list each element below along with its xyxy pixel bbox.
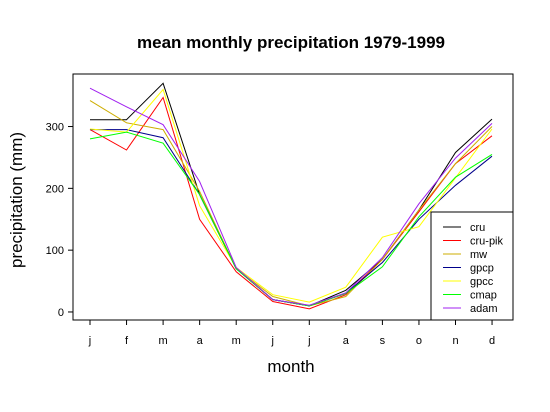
y-tick-label: 100 — [46, 245, 64, 257]
series-line-mw — [89, 100, 493, 307]
y-tick-label: 200 — [46, 183, 64, 195]
chart-title: mean monthly precipitation 1979-1999 — [137, 33, 445, 52]
x-tick-label: s — [380, 335, 386, 347]
series-line-adam — [89, 87, 493, 306]
legend-label-adam: adam — [470, 303, 498, 315]
legend-label-cru: cru — [470, 222, 485, 234]
y-tick-label: 0 — [58, 307, 64, 319]
legend-label-cmap: cmap — [470, 290, 497, 302]
x-tick-label: j — [271, 335, 274, 347]
y-axis: 0 100 200 300 — [46, 122, 73, 319]
x-tick-label: m — [232, 335, 241, 347]
series-layer — [89, 82, 493, 310]
y-axis-title: precipitation (mm) — [7, 132, 26, 268]
y-tick-label: 300 — [46, 122, 64, 134]
x-tick-label: f — [125, 335, 129, 347]
x-tick-label: n — [452, 335, 458, 347]
plot-frame — [72, 73, 514, 321]
series-line-gpcc — [89, 88, 493, 303]
x-tick-label: a — [343, 335, 350, 347]
series-line-cru-pik — [89, 96, 493, 310]
x-tick-label: o — [416, 335, 422, 347]
legend-label-cru-pik: cru-pik — [470, 236, 504, 248]
x-tick-label: j — [88, 335, 91, 347]
x-tick-label: d — [489, 335, 495, 347]
x-tick-label: m — [159, 335, 168, 347]
legend-label-mw: mw — [470, 249, 487, 261]
legend-box — [430, 211, 514, 321]
legend-label-gpcp: gpcp — [470, 263, 494, 275]
x-tick-label: a — [197, 335, 204, 347]
x-tick-label: j — [307, 335, 310, 347]
legend-label-gpcc: gpcc — [470, 276, 494, 288]
x-axis-title: month — [267, 357, 314, 376]
